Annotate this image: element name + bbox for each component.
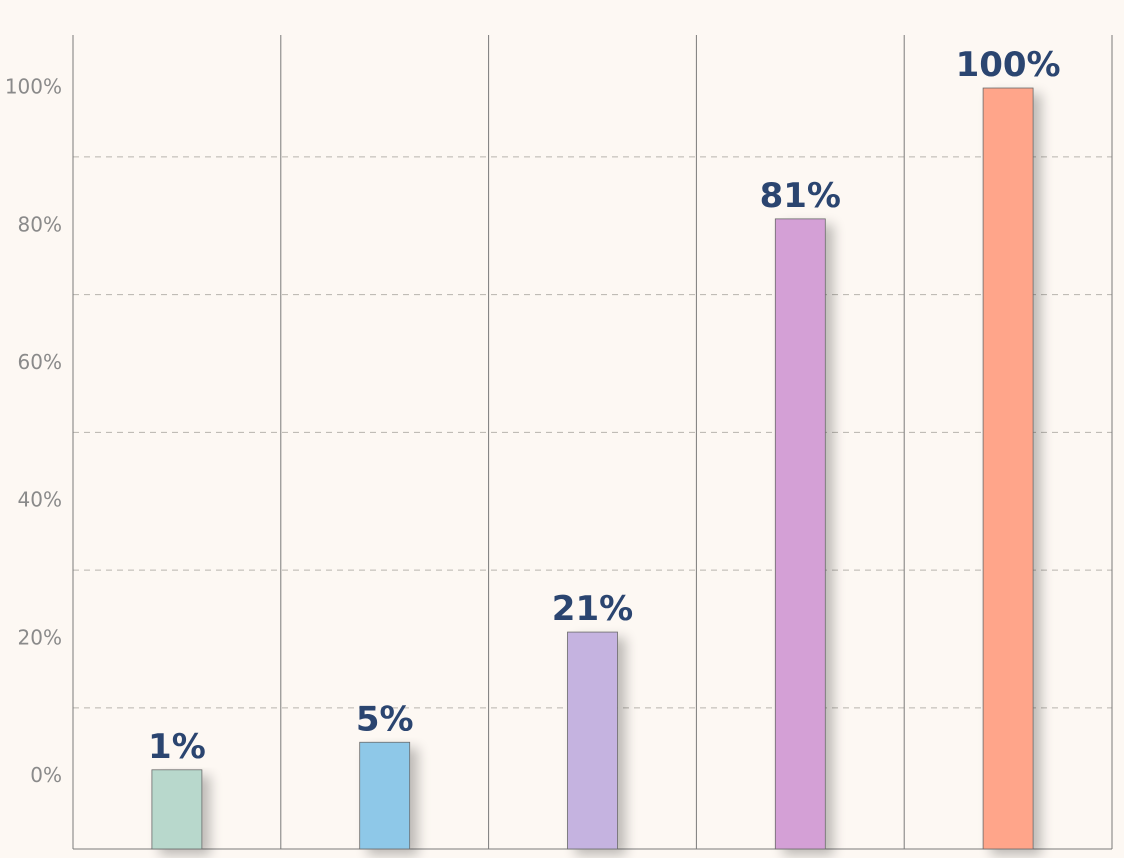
bar — [982, 87, 1034, 850]
labels: 0% 20% 40% 60% 80% 100% 1% 5% 21% 81% 100% — [5, 45, 1061, 787]
bar — [359, 741, 411, 850]
value-label: 100% — [956, 45, 1061, 85]
value-label: 1% — [148, 727, 206, 767]
y-tick-label: 0% — [30, 763, 62, 787]
bar — [774, 218, 826, 850]
value-label: 21% — [552, 589, 633, 629]
y-tick-label: 100% — [5, 75, 62, 99]
bar — [567, 631, 618, 850]
frame — [72, 35, 1113, 850]
bar — [151, 769, 203, 850]
y-tick-label: 40% — [18, 488, 62, 512]
y-tick-label: 80% — [18, 212, 62, 236]
y-tick-label: 60% — [18, 350, 62, 374]
y-tick-label: 20% — [18, 625, 62, 649]
value-label: 81% — [760, 176, 841, 216]
bars — [151, 87, 1034, 850]
value-label: 5% — [356, 699, 414, 739]
